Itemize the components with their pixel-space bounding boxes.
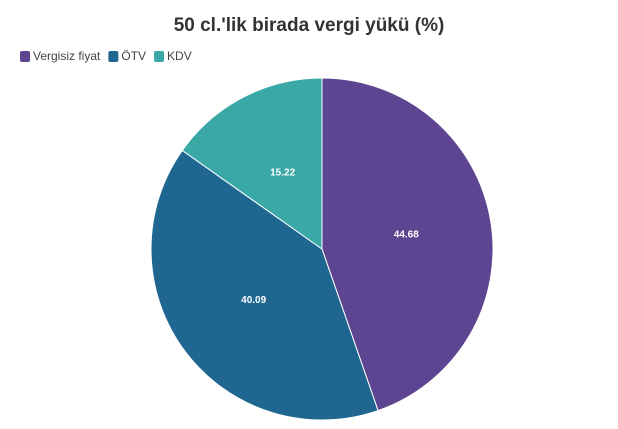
legend-swatch[interactable] — [108, 51, 119, 62]
legend-label[interactable]: ÖTV — [121, 49, 146, 63]
value-label: 40.09 — [241, 295, 266, 306]
chart-title: 50 cl.'lik birada vergi yükü (%) — [174, 15, 445, 36]
value-label: 15.22 — [270, 168, 295, 179]
legend-swatch[interactable] — [20, 51, 30, 62]
value-label: 44.68 — [394, 229, 419, 240]
pie — [150, 77, 494, 421]
legend-swatch[interactable] — [154, 51, 165, 62]
legend-label[interactable]: KDV — [167, 49, 192, 63]
legend-label[interactable]: Vergisiz fiyat — [33, 49, 101, 63]
legend: Vergisiz fiyat ÖTV KDV — [20, 49, 192, 63]
pie-slice — [181, 77, 323, 250]
pie-slice — [150, 149, 379, 421]
pie-slice — [321, 77, 494, 412]
